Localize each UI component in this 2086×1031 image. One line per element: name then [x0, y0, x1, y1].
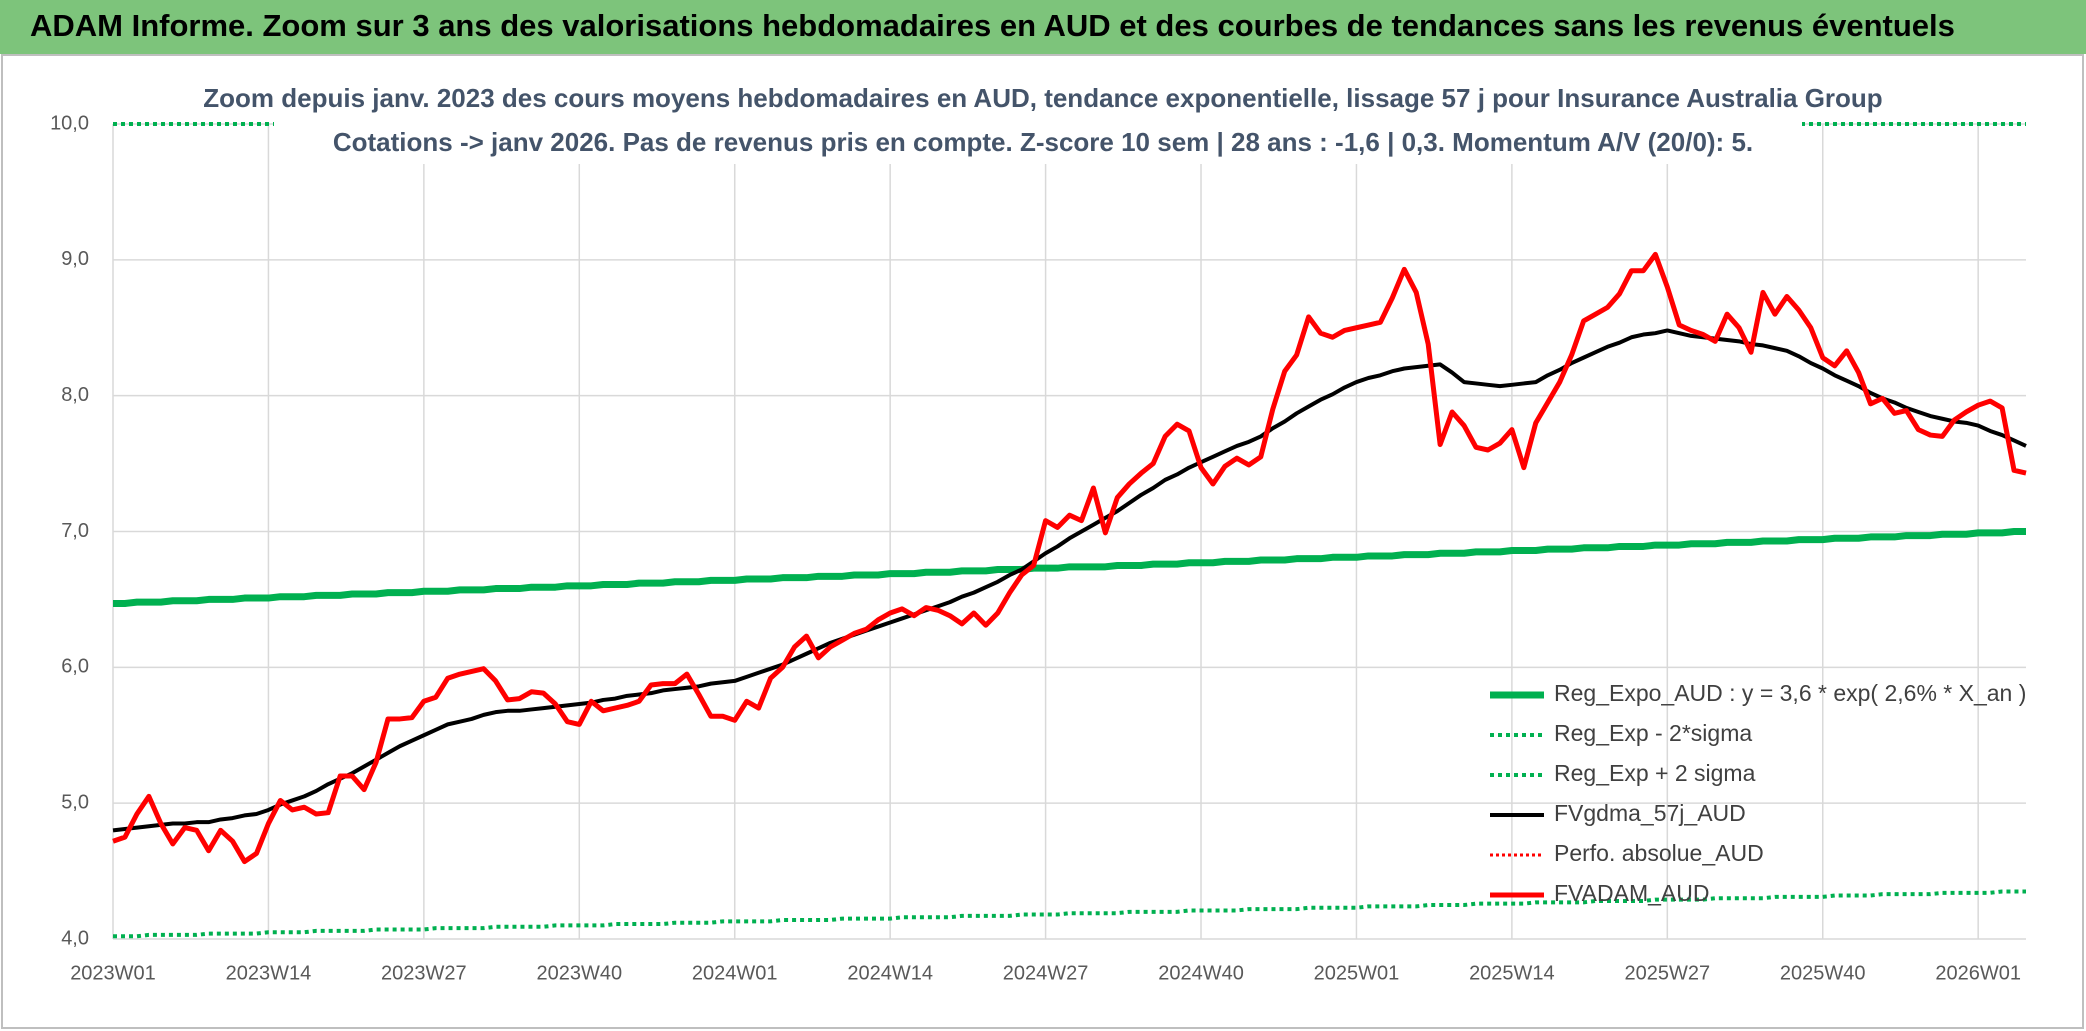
x-tick-label: 2024W27 [1003, 962, 1089, 984]
legend-label: Reg_Exp - 2*sigma [1554, 720, 1752, 746]
axes: 4,0 5,0 6,0 7,0 8,0 9,0 10,0 2023W01 2023W14 2023… [50, 112, 2021, 984]
x-tick-label: 2023W40 [536, 962, 622, 984]
x-tick-label: 2024W01 [692, 962, 778, 984]
banner-title: ADAM Informe. Zoom sur 3 ans des valoris… [30, 8, 1955, 43]
legend-label: Reg_Expo_AUD : y = 3,6 * exp( 2,6% * X_a… [1554, 680, 2026, 706]
chart-title: Zoom depuis janv. 2023 des cours moyens … [203, 83, 1882, 113]
y-tick-label: 8,0 [61, 384, 89, 406]
legend-label: Reg_Exp + 2 sigma [1554, 760, 1756, 786]
banner-background [0, 0, 2086, 54]
x-tick-label: 2024W14 [847, 962, 933, 984]
y-tick-label: 7,0 [61, 520, 89, 542]
title-backdrop [274, 78, 1802, 164]
legend-label: FVADAM_AUD [1554, 880, 1710, 906]
legend-label: FVgdma_57j_AUD [1554, 800, 1746, 826]
x-tick-label: 2025W40 [1780, 962, 1866, 984]
chart-subtitle: Cotations -> janv 2026. Pas de revenus p… [333, 127, 1753, 157]
x-tick-label: 2023W01 [70, 962, 156, 984]
y-tick-label: 6,0 [61, 656, 89, 678]
x-tick-label: 2025W14 [1469, 962, 1555, 984]
y-tick-label: 4,0 [61, 927, 89, 949]
x-tick-label: 2025W27 [1625, 962, 1711, 984]
x-tick-label: 2025W01 [1314, 962, 1400, 984]
x-tick-label: 2023W14 [226, 962, 312, 984]
y-tick-label: 9,0 [61, 248, 89, 270]
y-tick-label: 10,0 [50, 112, 89, 134]
x-tick-label: 2023W27 [381, 962, 467, 984]
legend: Reg_Expo_AUD : y = 3,6 * exp( 2,6% * X_a… [1490, 680, 2026, 906]
y-tick-label: 5,0 [61, 791, 89, 813]
series-line [113, 528, 2026, 607]
x-tick-label: 2026W01 [1935, 962, 2021, 984]
legend-label: Perfo. absolue_AUD [1554, 840, 1764, 866]
series-line [112, 251, 2027, 865]
x-tick-label: 2024W40 [1158, 962, 1244, 984]
